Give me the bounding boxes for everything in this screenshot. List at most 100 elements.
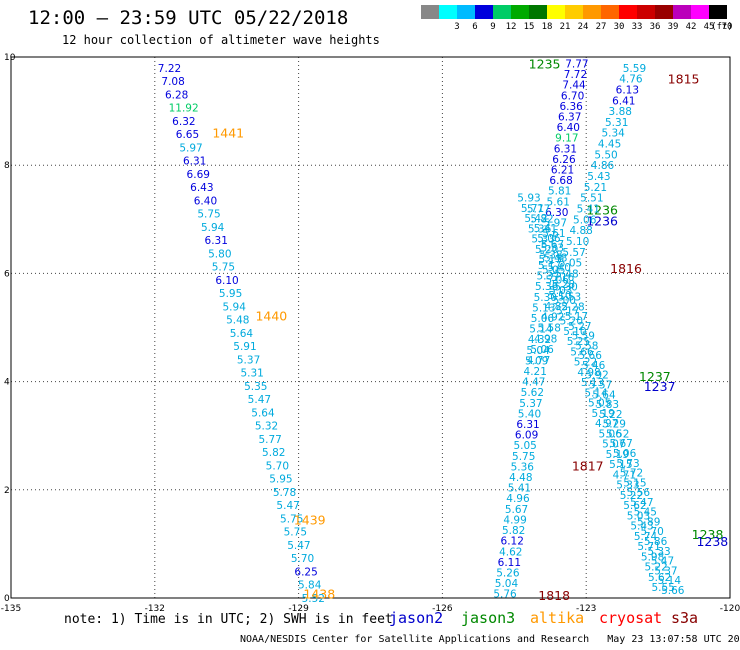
swh-value-label: 4.97: [595, 418, 618, 430]
swh-value-label: 5.04: [526, 345, 550, 357]
swh-value-label: 5.95: [219, 288, 242, 300]
swh-value-label: 5.77: [258, 434, 281, 446]
swh-value-label: 5.97: [179, 142, 202, 154]
swh-value-label: 5.31: [240, 368, 263, 380]
swh-value-label: 5.86: [644, 536, 668, 548]
swh-value-label: 5.66: [570, 346, 594, 358]
swh-value-label: 5.94: [201, 222, 225, 234]
swh-value-label: 5.41: [534, 223, 557, 235]
swh-value-label: 5.33: [616, 480, 639, 492]
y-tick-label: 8: [4, 161, 10, 171]
legend-label: 27: [595, 22, 607, 32]
swh-value-label: 5.05: [542, 264, 565, 276]
legend-label: 70: [721, 22, 733, 32]
swh-value-label: 5.07: [602, 439, 625, 451]
swh-value-label: 5.56: [627, 487, 651, 499]
swh-value-label: 5.16: [551, 272, 575, 284]
swh-value-label: 5.62: [521, 387, 544, 399]
swh-value-label: 6.36: [559, 101, 583, 113]
swh-value-label: 5.67: [505, 504, 528, 516]
swh-value-label: 6.30: [545, 207, 568, 219]
swh-value-label: 5.92: [585, 370, 608, 382]
swh-value-label: 5.06: [573, 214, 597, 226]
swh-value-label: 5.73: [616, 458, 639, 470]
swh-value-label: 4.45: [598, 139, 621, 151]
swh-value-label: 5.46: [582, 360, 606, 372]
swh-value-label: 5.62: [648, 572, 671, 584]
swh-value-label: 4.86: [591, 160, 615, 172]
swh-value-label: 6.26: [552, 154, 576, 166]
swh-value-label: 5.37: [654, 565, 677, 577]
swh-value-label: 5.03: [627, 510, 650, 522]
swh-value-label: 5.78: [273, 487, 296, 499]
legend-unit: (ft): [711, 22, 733, 32]
satellite-s3a: s3a: [671, 609, 699, 627]
swh-value-label: 6.13: [616, 84, 639, 96]
satellite-altika: altika: [530, 609, 585, 627]
legend-label: 3: [454, 22, 460, 32]
swh-value-label: 5.48: [555, 268, 578, 280]
time-label: 1237: [644, 379, 676, 394]
legend-label: 9: [490, 22, 496, 32]
swh-value-label: 6.40: [557, 122, 580, 134]
swh-value-label: 4.76: [619, 74, 643, 86]
x-tick-label: -126: [432, 604, 453, 614]
swh-value-label: 5.77: [527, 203, 550, 215]
legend-swatch: [583, 5, 601, 19]
legend-swatch: [637, 5, 655, 19]
swh-value-label: 7.22: [158, 63, 181, 75]
swh-value-label: 6.11: [498, 557, 521, 569]
swh-value-label: 5.47: [276, 500, 299, 512]
satellite-jason2: jason2: [389, 609, 444, 627]
swh-value-label: 5.00: [553, 295, 576, 307]
swh-value-label: 5.43: [587, 171, 610, 183]
swh-value-label: 5.55: [652, 582, 675, 594]
y-tick-label: 6: [4, 269, 10, 279]
swh-value-label: 5.64: [251, 407, 275, 419]
time-label: 1815: [668, 72, 700, 87]
swh-value-label: 5.98: [641, 551, 664, 563]
swh-value-label: 5.15: [623, 477, 646, 489]
swh-value-label: 5.05: [559, 258, 582, 270]
swh-value-label: 5.06: [531, 313, 555, 325]
swh-value-label: 5.52: [606, 428, 629, 440]
swh-value-label: 5.33: [647, 546, 670, 558]
swh-value-label: 4.92: [541, 312, 564, 324]
legend-label: 42: [685, 22, 697, 32]
y-tick-label: 10: [4, 53, 16, 63]
time-label: 1816: [610, 261, 642, 276]
swh-value-label: 5.82: [502, 525, 525, 537]
legend-label: 12: [505, 22, 517, 32]
swh-value-label: 5.95: [269, 474, 292, 486]
swh-value-label: 6.68: [549, 175, 572, 187]
swh-value-label: 5.06: [613, 448, 637, 460]
swh-value-label: 5.14: [529, 324, 553, 336]
swh-value-label: 5.06: [599, 428, 623, 440]
swh-value-label: 5.06: [537, 233, 561, 245]
swh-value-label: 5.47: [287, 540, 310, 552]
swh-value-label: 5.48: [226, 315, 249, 327]
swh-value-label: 5.30: [554, 282, 577, 294]
swh-value-label: 6.32: [172, 116, 195, 128]
swh-value-label: 5.22: [620, 490, 643, 502]
swh-value-label: 5.22: [574, 357, 597, 369]
swh-value-label: 7.44: [562, 80, 586, 92]
swh-value-label: 5.33: [531, 234, 554, 246]
swh-value-label: 5.47: [651, 556, 674, 568]
legend-swatch: [619, 5, 637, 19]
time-label: 1237: [639, 369, 671, 384]
swh-value-label: 5.05: [513, 440, 536, 452]
swh-value-label: 5.75: [512, 451, 535, 463]
swh-value-label: 5.42: [524, 213, 547, 225]
swh-value-label: 4.32: [528, 334, 551, 346]
swh-value-label: 5.22: [644, 562, 667, 574]
swh-value-label: 5.80: [208, 248, 231, 260]
swh-value-label: 5.06: [530, 344, 554, 356]
swh-value-label: 4.88: [569, 225, 592, 237]
swh-value-label: 5.25: [567, 336, 590, 348]
y-tick-label: 2: [4, 486, 10, 496]
swh-value-label: 5.70: [640, 526, 663, 538]
swh-value-label: 6.43: [190, 182, 213, 194]
legend-swatch: [691, 5, 709, 19]
swh-value-label: 4.21: [524, 366, 547, 378]
